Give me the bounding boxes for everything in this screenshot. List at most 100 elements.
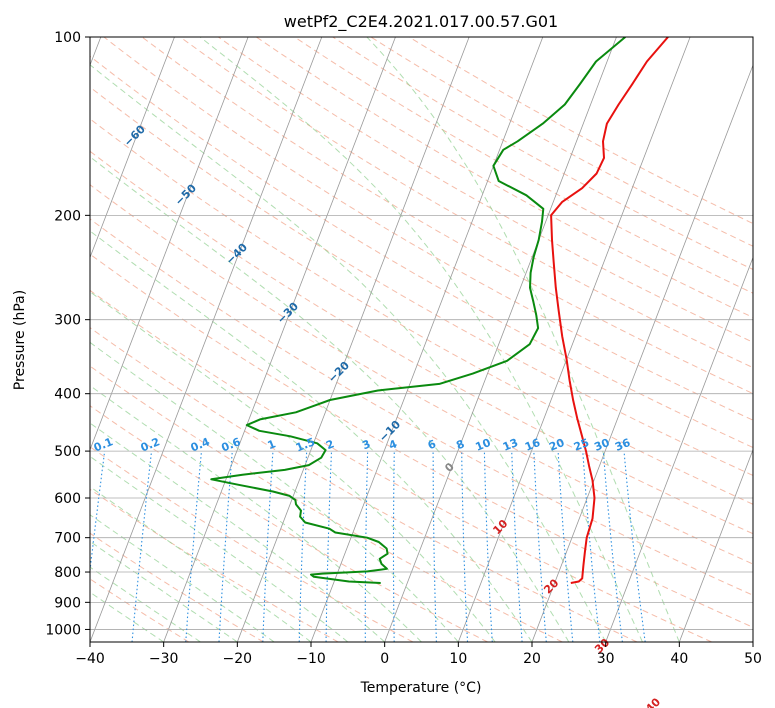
dry-adiabat-line <box>90 218 753 596</box>
isotherm-line <box>531 64 753 642</box>
mixing-ratio-line <box>90 451 106 575</box>
isotherm-line <box>457 37 691 642</box>
y-axis-ticks: 100 200 300 400 500 600 700 800 900 1000 <box>45 30 90 638</box>
mixing-ratio-line <box>461 451 469 642</box>
temperature-profile-line <box>550 37 669 584</box>
x-tick-label: −20 <box>223 651 253 667</box>
y-tick-label: 600 <box>54 491 81 507</box>
y-tick-label: 900 <box>54 595 81 611</box>
mixing-ratio-line <box>557 451 574 642</box>
series-layer <box>210 37 669 584</box>
dry-adiabat-line <box>256 37 753 319</box>
isotherm-line <box>90 37 175 259</box>
dry-adiabat-line <box>90 578 190 642</box>
isotherm-label: −40 <box>223 240 250 267</box>
isotherm-line <box>752 640 753 642</box>
moist-adiabat-line <box>90 455 349 642</box>
x-tick-label: 10 <box>449 651 467 667</box>
x-axis-ticks: −40 −30 −20 −10 0 10 20 30 40 50 <box>75 642 762 667</box>
x-tick-label: 30 <box>597 651 615 667</box>
mixing-ratio-line <box>623 451 646 642</box>
dry-adiabat-line <box>90 289 712 642</box>
dry-adiabat-line <box>370 37 753 247</box>
x-tick-label: 20 <box>523 651 541 667</box>
moist-adiabat-line <box>90 422 386 642</box>
isotherm-line <box>310 37 544 642</box>
isotherm-line <box>90 37 249 451</box>
x-tick-label: −40 <box>75 651 105 667</box>
y-tick-label: 300 <box>54 313 81 329</box>
mixing-ratio-label: 8 <box>454 437 466 452</box>
moist-adiabat-line <box>90 291 496 642</box>
moist-adiabat-line <box>199 37 643 642</box>
mixing-ratio-line <box>582 451 601 642</box>
moist-adiabat-line <box>366 37 680 642</box>
dry-adiabat-line <box>90 405 488 642</box>
dry-adiabat-line <box>332 37 753 271</box>
moist-adiabat-line <box>90 486 312 642</box>
y-tick-label: 700 <box>54 531 81 547</box>
mixing-ratio-label: 0.4 <box>189 435 212 454</box>
dry-adiabat-line <box>90 118 753 505</box>
grid-layer <box>90 37 753 642</box>
y-tick-label: 400 <box>54 387 81 403</box>
mixing-ratio-label: 2 <box>324 437 336 452</box>
dry-adiabat-line <box>90 532 264 642</box>
isotherm-label: −30 <box>275 300 302 327</box>
moist-adiabat-line <box>90 566 201 642</box>
mixing-ratio-label: 10 <box>474 436 493 454</box>
mixing-ratio-line <box>432 451 437 642</box>
plot-frame <box>89 36 754 643</box>
moist-adiabat-line <box>90 540 238 642</box>
mixing-ratio-label: 6 <box>426 437 438 452</box>
isotherm-line <box>384 37 617 642</box>
moist-adiabat-line <box>90 514 275 642</box>
dry-adiabat-line <box>408 37 753 225</box>
dry-adiabat-line <box>90 184 753 565</box>
isotherm-line <box>90 37 323 642</box>
mixing-ratio-label: 25 <box>572 436 591 454</box>
mixing-ratio-line <box>392 451 395 642</box>
mixing-ratio-line <box>131 451 153 642</box>
mixing-ratio-line <box>533 451 547 642</box>
isotherm-line <box>678 448 753 642</box>
moist-adiabat-line <box>90 230 533 642</box>
chart-title: wetPf2_C2E4.2021.017.00.57.G01 <box>284 12 558 32</box>
dry-adiabat-line <box>90 488 339 642</box>
isotherm-label: 40 <box>643 695 663 708</box>
mixing-ratio-line <box>185 451 203 642</box>
moist-adiabat-line <box>90 341 459 642</box>
mixing-ratio-label: 16 <box>523 436 542 454</box>
moist-adiabat-line <box>90 156 570 642</box>
mixing-ratio-line <box>298 451 308 642</box>
x-tick-label: −30 <box>149 651 179 667</box>
dry-adiabat-line <box>218 37 753 343</box>
isotherm-label: −50 <box>172 181 199 208</box>
x-tick-label: 50 <box>744 651 762 667</box>
isopleth-label-layer: 0.1 0.2 0.4 0.6 1 1.5 2 3 4 6 8 10 13 16 20 25 30 36−60−5… <box>92 122 663 708</box>
mixing-ratio-line <box>483 451 493 642</box>
y-tick-label: 800 <box>54 565 81 581</box>
y-tick-label: 1000 <box>45 622 81 638</box>
mixing-ratio-line <box>602 451 623 642</box>
y-tick-label: 500 <box>54 444 81 460</box>
dry-adiabat-line <box>103 37 753 421</box>
isotherm-line <box>605 256 753 642</box>
isotherm-label: −60 <box>121 122 148 149</box>
x-tick-label: 40 <box>670 651 688 667</box>
x-tick-label: −10 <box>296 651 326 667</box>
mixing-ratio-line <box>364 451 369 642</box>
dry-adiabat-line <box>179 37 753 369</box>
dry-adiabat-line <box>90 253 753 628</box>
isotherm-line <box>236 37 470 642</box>
mixing-ratio-label: 30 <box>592 436 611 454</box>
isotherm-label: 20 <box>541 576 561 596</box>
moist-adiabat-line <box>90 385 422 642</box>
dry-adiabat-line <box>90 365 563 642</box>
moist-adiabat-line <box>90 591 164 642</box>
mixing-ratio-line <box>325 451 333 642</box>
dry-adiabat-line <box>90 327 638 642</box>
y-axis-label: Pressure (hPa) <box>12 290 28 390</box>
y-tick-label: 200 <box>54 208 81 224</box>
